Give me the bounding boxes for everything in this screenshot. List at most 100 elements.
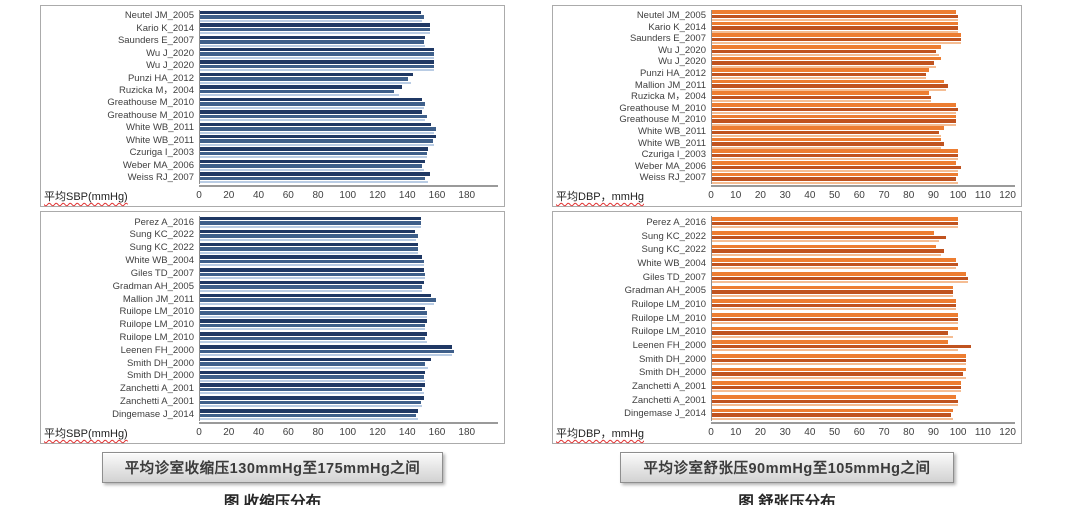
x-tick-label: 120 [369,427,386,438]
study-row: Ruilope LM_2010 [41,305,498,319]
study-row: Leenen FH_2000 [41,344,498,357]
sbp-panel: Neutel JM_2005 Kario K_2014 Saunders E_200… [40,5,505,505]
bar [200,272,426,277]
study-row: White WB_2004 [553,257,1015,271]
bar-group [711,160,1015,173]
study-row: White WB_2011 [553,137,1015,150]
bar [200,396,424,400]
x-tick-label: 20 [754,427,766,438]
bar [200,383,426,387]
bar-group [711,366,1015,381]
study-label: White WB_2004 [125,255,194,267]
bar [712,149,959,153]
bar-group [199,109,498,122]
bar-group [711,216,1015,230]
bar-group [199,146,498,160]
bar [712,88,947,91]
bar [200,156,427,159]
bar-group [711,407,1015,422]
bar [712,119,956,123]
bar [200,85,402,89]
bar-group [199,171,498,184]
bar-group [199,241,498,255]
study-row: Ruilope LM_2010 [553,311,1015,326]
bar [712,142,944,146]
bar [712,404,959,407]
bar [200,97,423,102]
bar-group [711,114,1015,126]
bar [200,315,427,318]
bar-group [199,344,498,357]
bar [712,170,959,173]
x-tick-label: 80 [312,427,324,438]
study-row: Zanchetti A_2001 [41,395,498,409]
bar [200,328,426,331]
bar [200,392,424,395]
bar [200,44,426,47]
x-tick-label: 50 [829,190,841,201]
bar-group [711,284,1015,299]
bar-group [199,216,498,229]
x-tick-label: 120 [999,427,1016,438]
bar [200,362,426,366]
bar [712,303,956,308]
study-row: Gradman AH_2005 [553,284,1015,299]
study-label: Greathouse M_2010 [619,102,706,114]
bar [200,81,411,84]
study-label: Giles TD_2007 [130,267,194,279]
study-row: Weber MA_2006 [41,159,498,172]
bar-group [711,125,1015,138]
bar [712,235,947,239]
bar [200,418,418,421]
study-label: White WB_2004 [637,258,706,270]
bar [712,135,942,138]
bar-group [199,22,498,35]
study-label: Neutel JM_2005 [124,10,194,22]
study-row: White WB_2011 [553,125,1015,138]
study-row: Czuriga I_2003 [41,146,498,160]
bar [712,217,959,221]
bar [200,176,426,181]
study-row: Weiss RJ_2007 [553,172,1015,184]
sbp-bottom-chart-rows: Perez A_2016 Sung KC_2022 Sung KC_2022 Whit… [41,212,504,422]
bar [712,381,961,385]
study-label: Punzi HA_2012 [639,68,706,80]
bar [200,89,395,94]
dbp-top-chart: Neutel JM_2005 Kario K_2014 Saunders E_200… [552,5,1022,207]
bar [712,385,961,390]
bar [712,161,956,165]
bar [712,107,959,112]
study-row: Zanchetti A_2001 [553,380,1015,394]
study-row: White WB_2004 [41,254,498,268]
bar [712,262,959,267]
bar-group [199,254,498,268]
bar [200,370,426,375]
bar [712,100,932,103]
x-tick-label: 120 [369,190,386,201]
x-tick-label: 160 [428,190,446,201]
study-row: Dingemase J_2014 [41,408,498,421]
bar-group [711,67,1015,80]
study-label: Greathouse M_2010 [107,97,194,109]
bar [200,40,424,44]
bar [200,134,436,139]
study-row: Mallion JM_2011 [553,79,1015,92]
x-tick-label: 180 [458,190,476,201]
bar-group [711,325,1015,340]
bar [200,221,421,225]
bar [200,413,417,418]
bar [200,147,429,151]
bar [200,387,423,392]
bar [200,35,426,40]
x-tick-label: 10 [730,190,742,201]
bar [712,340,949,344]
bar [712,372,964,376]
dbp-figure-title: 图 舒张压分布 [738,494,836,505]
bar [712,317,959,322]
bar [200,47,435,52]
study-label: White WB_2011 [638,125,706,137]
bar [712,358,966,363]
bar-group [199,96,498,110]
x-tick-label: 90 [927,427,939,438]
bar [200,298,436,302]
